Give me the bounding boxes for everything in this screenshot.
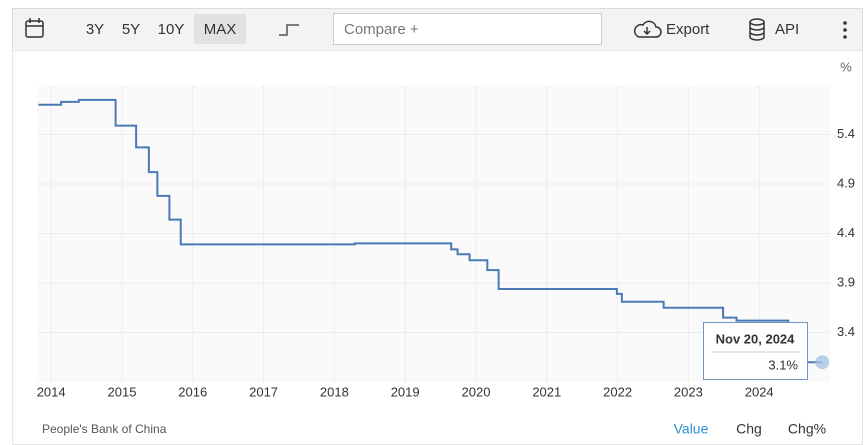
database-icon[interactable] (749, 18, 765, 41)
range-button[interactable]: 5Y (122, 21, 140, 38)
x-tick-label: 2018 (320, 384, 349, 399)
view-tab[interactable]: Chg% (788, 421, 826, 437)
source: People's Bank of China (42, 422, 167, 436)
menu-icon[interactable] (843, 21, 847, 39)
cloud-icon[interactable] (633, 20, 662, 38)
x-tick-label: 2016 (178, 384, 207, 399)
tooltip-box (703, 322, 808, 380)
range-button[interactable]: 10Y (158, 21, 185, 38)
tooltip-date: Nov 20, 2024 (716, 331, 796, 346)
export-button[interactable]: Export (666, 21, 710, 38)
y-tick-label: 3.9 (837, 274, 855, 289)
unit-label: % (840, 59, 852, 74)
x-tick-label: 2020 (462, 384, 491, 399)
x-tick-label: 2015 (108, 384, 137, 399)
y-tick-label: 4.9 (837, 175, 855, 190)
tooltip-value: 3.1% (768, 357, 798, 372)
compare-input[interactable] (333, 13, 602, 45)
y-tick-label: 4.4 (837, 225, 855, 240)
x-tick-label: 2024 (745, 384, 774, 399)
y-tick-label: 3.4 (837, 324, 855, 339)
hover-marker (815, 355, 830, 370)
x-tick-label: 2021 (532, 384, 561, 399)
range-button[interactable]: 3Y (86, 21, 104, 38)
step-icon[interactable] (279, 24, 299, 36)
compare-placeholder: Compare + (344, 21, 419, 38)
api-button[interactable]: API (775, 21, 799, 38)
y-tick-label: 5.4 (837, 126, 855, 141)
x-tick-label: 2023 (674, 384, 703, 399)
active-range-bg (194, 14, 246, 44)
data-line (38, 98, 823, 364)
x-tick-label: 2014 (37, 384, 66, 399)
range-button[interactable]: MAX (204, 21, 237, 38)
view-tab[interactable]: Chg (736, 421, 762, 437)
x-tick-label: 2019 (391, 384, 420, 399)
x-tick-label: 2022 (603, 384, 632, 399)
view-tab[interactable]: Value (674, 421, 709, 437)
x-tick-label: 2017 (249, 384, 278, 399)
calendar-icon[interactable] (25, 18, 44, 38)
